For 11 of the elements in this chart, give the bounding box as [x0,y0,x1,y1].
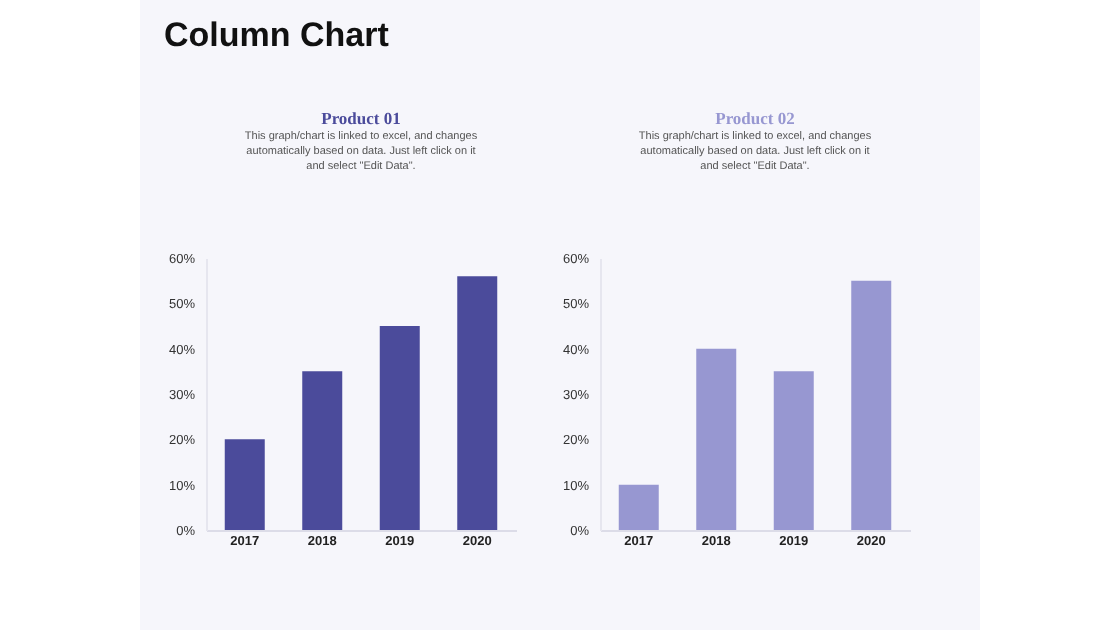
bar [302,371,343,530]
bar [851,280,892,530]
text: Column Chart [164,16,389,56]
bar [618,484,659,530]
bar [379,326,420,530]
bar [457,276,498,530]
bar [773,371,814,530]
chart-title: Product 01 [321,108,401,128]
chart-title: Product 02 [715,108,795,128]
bar [696,348,737,530]
bar [224,439,265,530]
